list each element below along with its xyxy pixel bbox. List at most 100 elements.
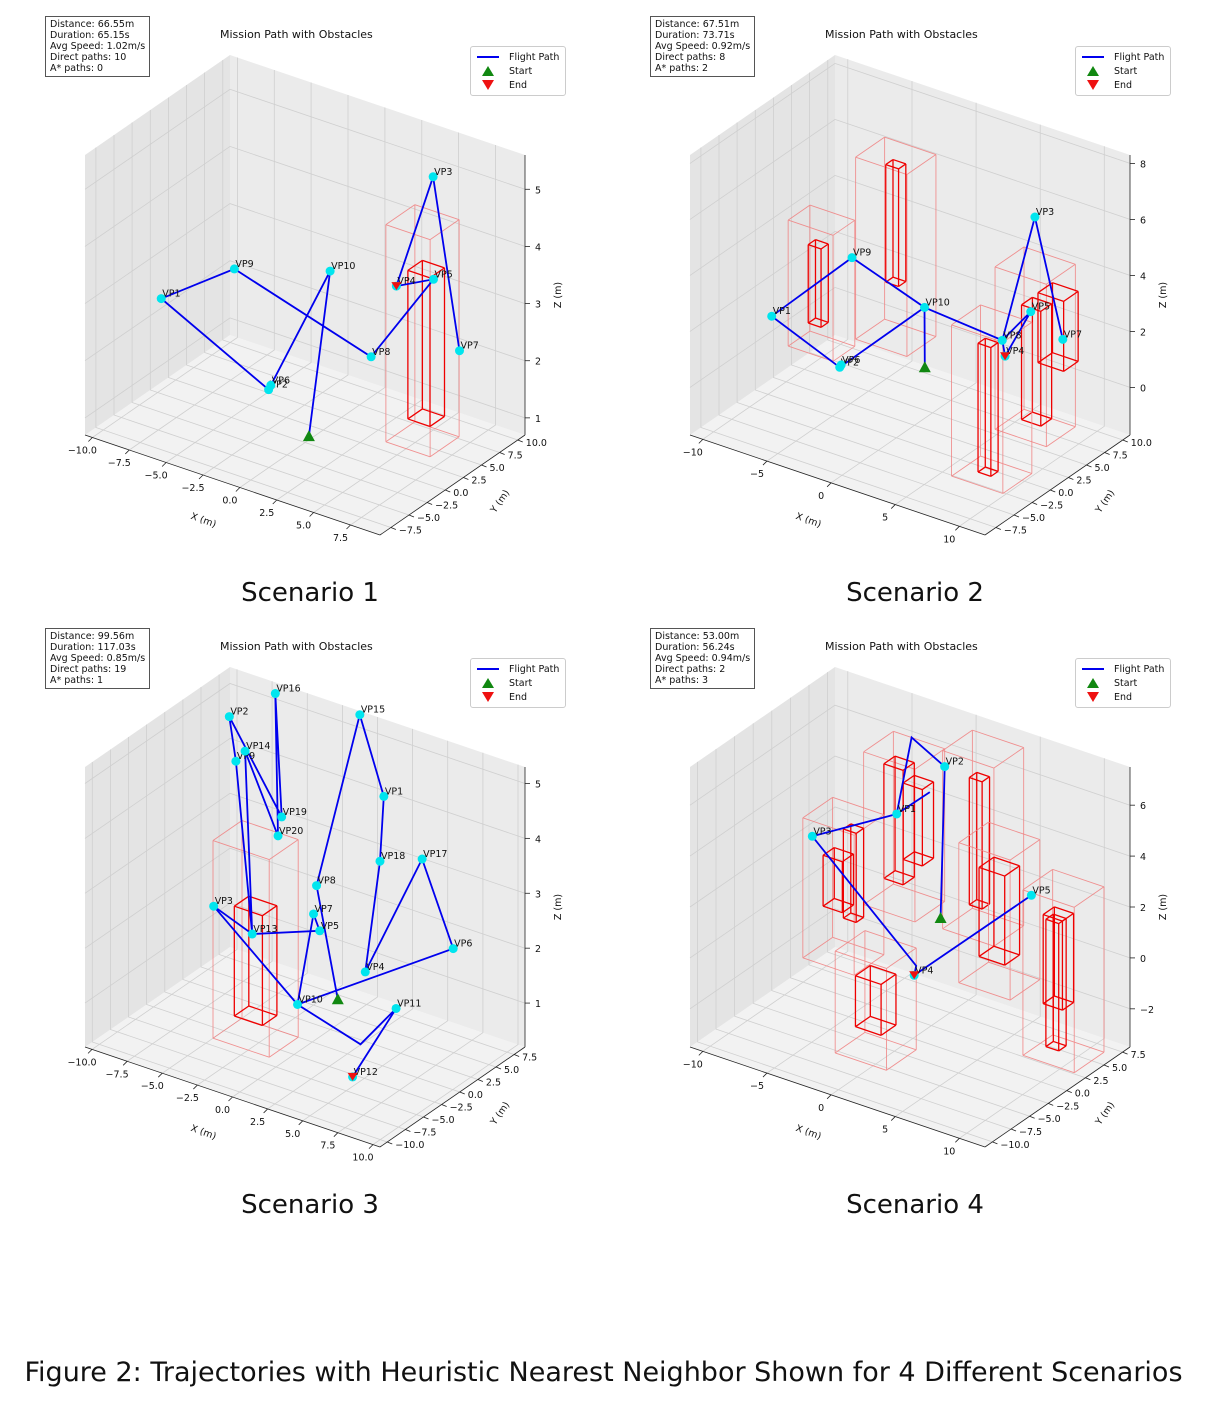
stats-line: A* paths: 1 xyxy=(50,675,104,686)
obstacle-edge xyxy=(921,781,934,791)
y-tick-label: 0.0 xyxy=(453,488,468,499)
obstacle-edge xyxy=(976,771,990,778)
flight-path-line xyxy=(770,216,1064,369)
axes xyxy=(689,155,1131,536)
waypoint-label: VP7 xyxy=(461,341,479,352)
stats-line: Duration: 117.03s xyxy=(50,642,136,653)
grid-line xyxy=(84,737,526,839)
obstacle-edge xyxy=(841,904,854,914)
waypoint-marker xyxy=(229,264,239,274)
waypoint-label: VP5 xyxy=(321,921,339,932)
stats-line: A* paths: 2 xyxy=(655,63,709,74)
obstacle-edge xyxy=(977,337,986,344)
waypoint-marker xyxy=(1030,212,1040,222)
grid-line xyxy=(302,740,449,1122)
waypoint-label: VP18 xyxy=(381,851,405,862)
grid-line xyxy=(830,102,977,484)
grid-line xyxy=(239,107,386,488)
obstacle-box xyxy=(807,239,829,329)
flight-path-line xyxy=(213,693,455,1078)
waypoint-marker xyxy=(1026,890,1036,900)
y-tick-label: −5.0 xyxy=(1022,513,1045,524)
waypoint-marker xyxy=(231,756,241,766)
y-axis-line xyxy=(984,434,1131,536)
x-axis-label: X (m) xyxy=(189,1123,217,1142)
scenario-panel: −10.0 −7.5 −5.0 −2.5 0.0 2.5 5.0 7.5 10.0 −10.0 −7… xyxy=(0,622,600,1222)
x-tick xyxy=(122,1061,128,1066)
obstacle-edge xyxy=(808,322,822,329)
x-axis-label: X (m) xyxy=(189,511,217,530)
grid-line xyxy=(809,72,1105,453)
scenario-caption: Scenario 2 xyxy=(846,578,984,608)
obstacle-edge xyxy=(994,266,1047,285)
obstacle-edge xyxy=(850,912,864,918)
obstacle-edge xyxy=(1040,303,1053,312)
obstacle-box xyxy=(842,823,865,924)
z-tick-label: 4 xyxy=(1140,852,1146,863)
grid-line xyxy=(129,70,275,451)
obstacle-edge xyxy=(1009,839,1041,861)
z-tick-label: 5 xyxy=(535,185,541,196)
obstacle-edge xyxy=(385,224,431,241)
x-tick-label: 7.5 xyxy=(320,1141,335,1152)
legend-swatch xyxy=(1082,52,1104,62)
x-tick-label: 5.0 xyxy=(285,1129,300,1140)
obstacle-edge xyxy=(233,895,250,907)
obstacle-edge xyxy=(894,870,915,878)
obstacle-box xyxy=(855,136,937,357)
obstacle-edge xyxy=(832,936,885,956)
y-tick xyxy=(517,439,523,443)
y-tick-label: 7.5 xyxy=(1113,451,1128,462)
grid-line xyxy=(204,72,500,453)
obstacle-edge xyxy=(1052,1034,1105,1053)
x-tick xyxy=(762,1072,768,1078)
scenario-caption: Scenario 3 xyxy=(241,1190,379,1220)
z-axis-label: Z (m) xyxy=(1158,282,1169,308)
obstacle-edge xyxy=(993,945,1020,956)
x-tick-label: −10.0 xyxy=(67,1057,96,1068)
obstacle-edge xyxy=(1073,886,1105,908)
grid-line xyxy=(126,681,273,1062)
z-tick-label: 2 xyxy=(535,357,541,368)
obstacle-edge xyxy=(886,1049,917,1071)
obstacle-edge xyxy=(864,930,917,949)
obstacle-edge xyxy=(809,204,855,221)
obstacle-edge xyxy=(1042,906,1055,916)
legend-entry: Flight Path xyxy=(477,50,559,64)
obstacle-edge xyxy=(1002,473,1033,494)
start-marker xyxy=(302,430,315,442)
obstacle-edge xyxy=(968,899,978,906)
obstacle-edge xyxy=(855,1015,871,1028)
grid-line xyxy=(162,693,308,1074)
y-tick-label: 2.5 xyxy=(471,476,486,487)
x-tick-label: −10 xyxy=(683,447,703,458)
axes xyxy=(84,155,526,536)
grid-line xyxy=(718,135,1015,516)
obstacle-edge xyxy=(978,856,995,868)
y-tick xyxy=(513,1054,520,1057)
obstacle-edge xyxy=(994,428,1047,448)
y-axis-line xyxy=(984,1046,1131,1148)
obstacle-edge xyxy=(248,895,278,907)
obstacle-box xyxy=(978,856,1021,966)
obstacle-edge xyxy=(1045,1045,1059,1052)
grid-line xyxy=(84,203,526,304)
y-tick xyxy=(441,1104,447,1107)
obstacle-edge xyxy=(977,342,992,349)
legend: Flight Path Start End xyxy=(470,658,567,708)
obstacle-edge xyxy=(883,755,896,765)
obstacle-edge xyxy=(853,954,885,976)
obstacle-edge xyxy=(1021,296,1033,306)
obstacle-edge xyxy=(1054,906,1074,915)
obstacle-edge xyxy=(822,847,835,856)
obstacle-edge xyxy=(990,342,999,349)
legend-swatch xyxy=(1082,692,1104,702)
obstacle-edge xyxy=(822,905,843,914)
obstacle-edge xyxy=(1054,995,1074,1004)
obstacle-edge xyxy=(863,883,894,905)
start-marker xyxy=(934,912,947,923)
y-tick-label: −2.5 xyxy=(1040,501,1063,512)
legend-entry: Start xyxy=(477,64,559,78)
obstacle-box xyxy=(994,246,1076,448)
obstacle-edge xyxy=(978,955,1005,966)
